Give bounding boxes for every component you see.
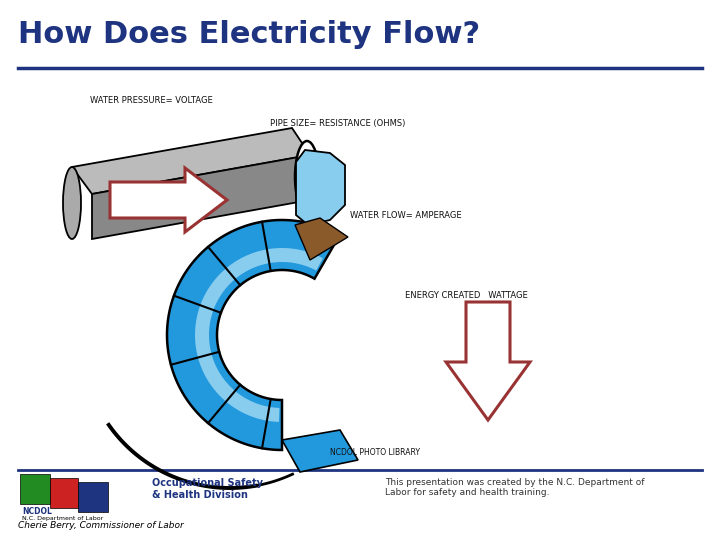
Polygon shape: [110, 168, 227, 232]
Text: ENERGY CREATED   WATTAGE: ENERGY CREATED WATTAGE: [405, 291, 528, 300]
Text: WATER FLOW= AMPERAGE: WATER FLOW= AMPERAGE: [350, 211, 462, 220]
Ellipse shape: [63, 167, 81, 239]
Text: NCDOL PHOTO LIBRARY: NCDOL PHOTO LIBRARY: [330, 448, 420, 457]
Polygon shape: [78, 482, 108, 512]
Polygon shape: [195, 248, 323, 422]
Polygon shape: [167, 220, 340, 450]
Text: WATER PRESSURE= VOLTAGE: WATER PRESSURE= VOLTAGE: [90, 96, 212, 105]
Text: Cherie Berry, Commissioner of Labor: Cherie Berry, Commissioner of Labor: [18, 521, 184, 530]
Polygon shape: [50, 478, 78, 508]
Text: PIPE SIZE= RESISTANCE (OHMS): PIPE SIZE= RESISTANCE (OHMS): [270, 119, 405, 128]
Text: This presentation was created by the N.C. Department of
Labor for safety and hea: This presentation was created by the N.C…: [385, 478, 644, 497]
Text: NCDOL: NCDOL: [22, 507, 52, 516]
Polygon shape: [446, 302, 530, 420]
Polygon shape: [282, 430, 358, 472]
Text: N.C. Department of Labor: N.C. Department of Labor: [22, 516, 103, 521]
Polygon shape: [72, 128, 310, 194]
Text: How Does Electricity Flow?: How Does Electricity Flow?: [18, 20, 480, 49]
Ellipse shape: [295, 141, 319, 213]
Polygon shape: [295, 218, 348, 260]
Polygon shape: [296, 150, 345, 225]
Polygon shape: [20, 474, 50, 504]
Text: Occupational Safety
& Health Division: Occupational Safety & Health Division: [152, 478, 263, 500]
Polygon shape: [92, 155, 310, 239]
